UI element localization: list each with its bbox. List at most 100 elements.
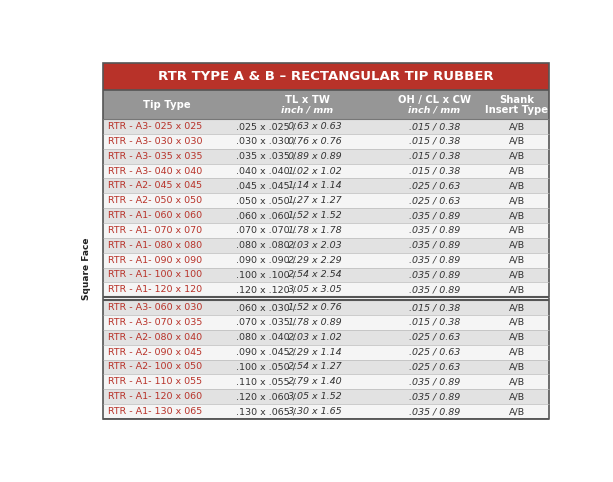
Text: .035 / 0.89: .035 / 0.89 — [409, 211, 460, 220]
Text: A/B: A/B — [509, 318, 525, 327]
Text: .025 / 0.63: .025 / 0.63 — [409, 362, 460, 372]
Text: 2.29 x 2.29: 2.29 x 2.29 — [287, 255, 341, 265]
Text: .110 x .055 /: .110 x .055 / — [236, 377, 299, 387]
Text: RTR - A3- 060 x 030: RTR - A3- 060 x 030 — [107, 303, 202, 312]
Text: 1.52 x 0.76: 1.52 x 0.76 — [287, 303, 341, 312]
Text: .035 / 0.89: .035 / 0.89 — [409, 255, 460, 265]
Text: .025 / 0.63: .025 / 0.63 — [409, 333, 460, 342]
Text: RTR - A2- 050 x 050: RTR - A2- 050 x 050 — [107, 196, 202, 205]
Text: .040 x .040 /: .040 x .040 / — [236, 167, 299, 175]
Text: A/B: A/B — [509, 137, 525, 146]
Text: RTR - A1- 110 x 055: RTR - A1- 110 x 055 — [107, 377, 202, 387]
Text: Square Face: Square Face — [82, 238, 91, 300]
Text: .035 / 0.89: .035 / 0.89 — [409, 285, 460, 295]
Text: .015 / 0.38: .015 / 0.38 — [409, 122, 460, 131]
Bar — [103, 360, 549, 375]
Text: RTR - A2- 090 x 045: RTR - A2- 090 x 045 — [107, 348, 202, 357]
Text: A/B: A/B — [509, 255, 525, 265]
Text: A/B: A/B — [509, 377, 525, 387]
Text: A/B: A/B — [509, 226, 525, 235]
Bar — [103, 193, 549, 208]
Text: A/B: A/B — [509, 211, 525, 220]
Text: .060 x .030 /: .060 x .030 / — [236, 303, 299, 312]
Text: A/B: A/B — [509, 122, 525, 131]
Text: RTR - A1- 070 x 070: RTR - A1- 070 x 070 — [107, 226, 202, 235]
Text: A/B: A/B — [509, 241, 525, 250]
Text: .035 / 0.89: .035 / 0.89 — [409, 407, 460, 416]
Text: Tip Type: Tip Type — [143, 100, 190, 109]
Text: inch / mm: inch / mm — [281, 106, 333, 115]
Text: 3.05 x 3.05: 3.05 x 3.05 — [287, 285, 341, 295]
Text: 2.54 x 2.54: 2.54 x 2.54 — [287, 270, 341, 280]
Text: RTR - A1- 120 x 060: RTR - A1- 120 x 060 — [107, 392, 202, 401]
Text: 1.27 x 1.27: 1.27 x 1.27 — [287, 196, 341, 205]
Text: .025 / 0.63: .025 / 0.63 — [409, 348, 460, 357]
Text: .120 x .060 /: .120 x .060 / — [236, 392, 299, 401]
Text: 0.63 x 0.63: 0.63 x 0.63 — [287, 122, 341, 131]
Text: RTR - A1- 090 x 090: RTR - A1- 090 x 090 — [107, 255, 202, 265]
Text: .025 x .025 /: .025 x .025 / — [236, 122, 299, 131]
Text: A/B: A/B — [509, 152, 525, 161]
Text: RTR - A1- 130 x 065: RTR - A1- 130 x 065 — [107, 407, 202, 416]
Text: 2.54 x 1.27: 2.54 x 1.27 — [287, 362, 341, 372]
Text: 1.52 x 1.52: 1.52 x 1.52 — [287, 211, 341, 220]
Text: .100 x .050 /: .100 x .050 / — [236, 362, 299, 372]
Bar — [103, 149, 549, 163]
Text: .090 x .090 /: .090 x .090 / — [236, 255, 299, 265]
Text: RTR - A3- 040 x 040: RTR - A3- 040 x 040 — [107, 167, 202, 175]
Text: .090 x .045 /: .090 x .045 / — [236, 348, 299, 357]
Text: RTR - A3- 025 x 025: RTR - A3- 025 x 025 — [107, 122, 202, 131]
Text: .035 / 0.89: .035 / 0.89 — [409, 392, 460, 401]
Text: RTR - A1- 080 x 080: RTR - A1- 080 x 080 — [107, 241, 202, 250]
Bar — [103, 345, 549, 360]
Text: RTR - A3- 030 x 030: RTR - A3- 030 x 030 — [107, 137, 202, 146]
Text: A/B: A/B — [509, 270, 525, 280]
Bar — [103, 389, 549, 404]
Text: Shank: Shank — [500, 94, 535, 105]
Bar — [103, 208, 549, 223]
Text: .120 x .120 /: .120 x .120 / — [236, 285, 299, 295]
Bar — [103, 330, 549, 345]
Text: .100 x .100 /: .100 x .100 / — [236, 270, 299, 280]
Text: RTR - A2- 100 x 050: RTR - A2- 100 x 050 — [107, 362, 202, 372]
Bar — [103, 64, 549, 90]
Bar — [103, 315, 549, 330]
Text: .050 x .050 /: .050 x .050 / — [236, 196, 299, 205]
Text: 2.79 x 1.40: 2.79 x 1.40 — [287, 377, 341, 387]
Bar — [103, 90, 549, 119]
Text: A/B: A/B — [509, 407, 525, 416]
Text: RTR - A3- 035 x 035: RTR - A3- 035 x 035 — [107, 152, 202, 161]
Bar — [103, 134, 549, 149]
Text: .035 / 0.89: .035 / 0.89 — [409, 377, 460, 387]
Text: inch / mm: inch / mm — [408, 106, 460, 115]
Text: A/B: A/B — [509, 362, 525, 372]
Text: A/B: A/B — [509, 348, 525, 357]
Text: .030 x .030 /: .030 x .030 / — [236, 137, 299, 146]
Bar — [103, 375, 549, 389]
Text: .015 / 0.38: .015 / 0.38 — [409, 318, 460, 327]
Text: A/B: A/B — [509, 303, 525, 312]
Text: 2.03 x 1.02: 2.03 x 1.02 — [287, 333, 341, 342]
Text: .025 / 0.63: .025 / 0.63 — [409, 196, 460, 205]
Text: .015 / 0.38: .015 / 0.38 — [409, 137, 460, 146]
Text: RTR - A2- 080 x 040: RTR - A2- 080 x 040 — [107, 333, 202, 342]
Text: A/B: A/B — [509, 285, 525, 295]
Text: .080 x .040 /: .080 x .040 / — [236, 333, 299, 342]
Text: .080 x .080 /: .080 x .080 / — [236, 241, 299, 250]
Text: .070 x .035 /: .070 x .035 / — [236, 318, 299, 327]
Bar — [103, 119, 549, 134]
Bar — [103, 268, 549, 282]
Text: RTR TYPE A & B – RECTANGULAR TIP RUBBER: RTR TYPE A & B – RECTANGULAR TIP RUBBER — [158, 70, 494, 83]
Text: 1.78 x 0.89: 1.78 x 0.89 — [287, 318, 341, 327]
Text: A/B: A/B — [509, 333, 525, 342]
Text: 0.89 x 0.89: 0.89 x 0.89 — [287, 152, 341, 161]
Text: .070 x .070 /: .070 x .070 / — [236, 226, 299, 235]
Text: 3.30 x 1.65: 3.30 x 1.65 — [287, 407, 341, 416]
Text: TL x TW: TL x TW — [284, 94, 330, 105]
Bar — [103, 253, 549, 268]
Text: OH / CL x CW: OH / CL x CW — [398, 94, 471, 105]
Bar — [103, 404, 549, 419]
Text: RTR - A2- 045 x 045: RTR - A2- 045 x 045 — [107, 181, 202, 190]
Text: 1.78 x 1.78: 1.78 x 1.78 — [287, 226, 341, 235]
Text: A/B: A/B — [509, 392, 525, 401]
